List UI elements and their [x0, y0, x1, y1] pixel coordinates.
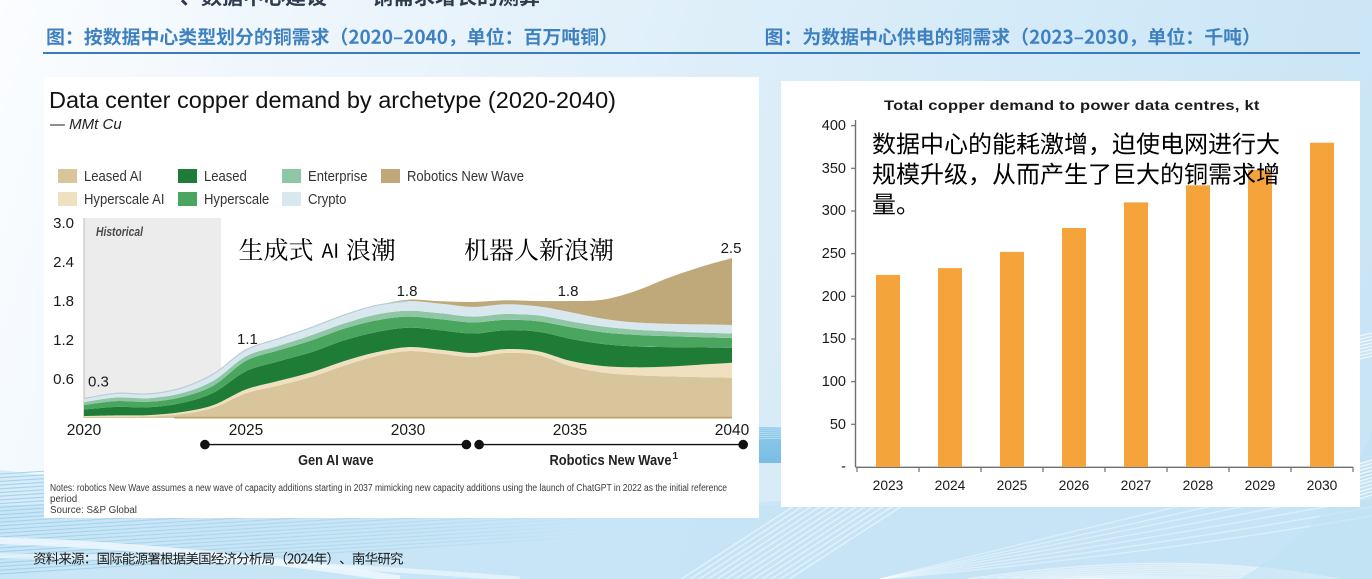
svg-text:0.3: 0.3: [88, 374, 109, 391]
svg-text:400: 400: [822, 118, 846, 134]
svg-text:2027: 2027: [1121, 478, 1152, 493]
svg-text:3.0: 3.0: [53, 215, 74, 232]
svg-text:350: 350: [822, 161, 846, 177]
svg-text:50: 50: [830, 417, 846, 433]
svg-text:2040: 2040: [715, 422, 750, 439]
svg-text:2030: 2030: [1307, 478, 1338, 493]
svg-text:200: 200: [822, 289, 846, 305]
svg-text:2.4: 2.4: [53, 254, 74, 271]
svg-text:1.2: 1.2: [53, 332, 74, 349]
svg-text:Source: S&P Global: Source: S&P Global: [50, 505, 137, 516]
svg-text:Historical: Historical: [96, 225, 143, 239]
svg-text:2026: 2026: [1059, 478, 1090, 493]
svg-text:2029: 2029: [1245, 478, 1276, 493]
svg-text:300: 300: [822, 203, 846, 219]
svg-text:2.5: 2.5: [721, 240, 742, 257]
svg-text:2035: 2035: [553, 422, 587, 439]
svg-text:2030: 2030: [391, 422, 426, 439]
svg-text:1: 1: [673, 451, 679, 462]
svg-text:250: 250: [822, 246, 846, 262]
svg-text:Robotics New Wave: Robotics New Wave: [550, 453, 672, 469]
svg-text:1.1: 1.1: [237, 331, 258, 348]
svg-text:2023: 2023: [873, 478, 904, 493]
svg-text:Gen AI wave: Gen AI wave: [298, 453, 374, 469]
svg-text:2025: 2025: [229, 422, 263, 439]
svg-text:Notes: robotics New Wave assum: Notes: robotics New Wave assumes a new w…: [50, 483, 727, 494]
svg-text:2028: 2028: [1183, 478, 1214, 493]
svg-text:2024: 2024: [935, 478, 966, 493]
svg-text:150: 150: [822, 331, 846, 347]
svg-text:-: -: [841, 459, 846, 475]
svg-text:100: 100: [822, 374, 846, 390]
svg-text:1.8: 1.8: [558, 283, 579, 300]
svg-text:2025: 2025: [997, 478, 1028, 493]
svg-text:0.6: 0.6: [53, 371, 74, 388]
svg-text:1.8: 1.8: [397, 283, 418, 300]
svg-text:1.8: 1.8: [53, 293, 74, 310]
svg-text:period: period: [50, 494, 77, 505]
svg-text:2020: 2020: [67, 422, 102, 439]
